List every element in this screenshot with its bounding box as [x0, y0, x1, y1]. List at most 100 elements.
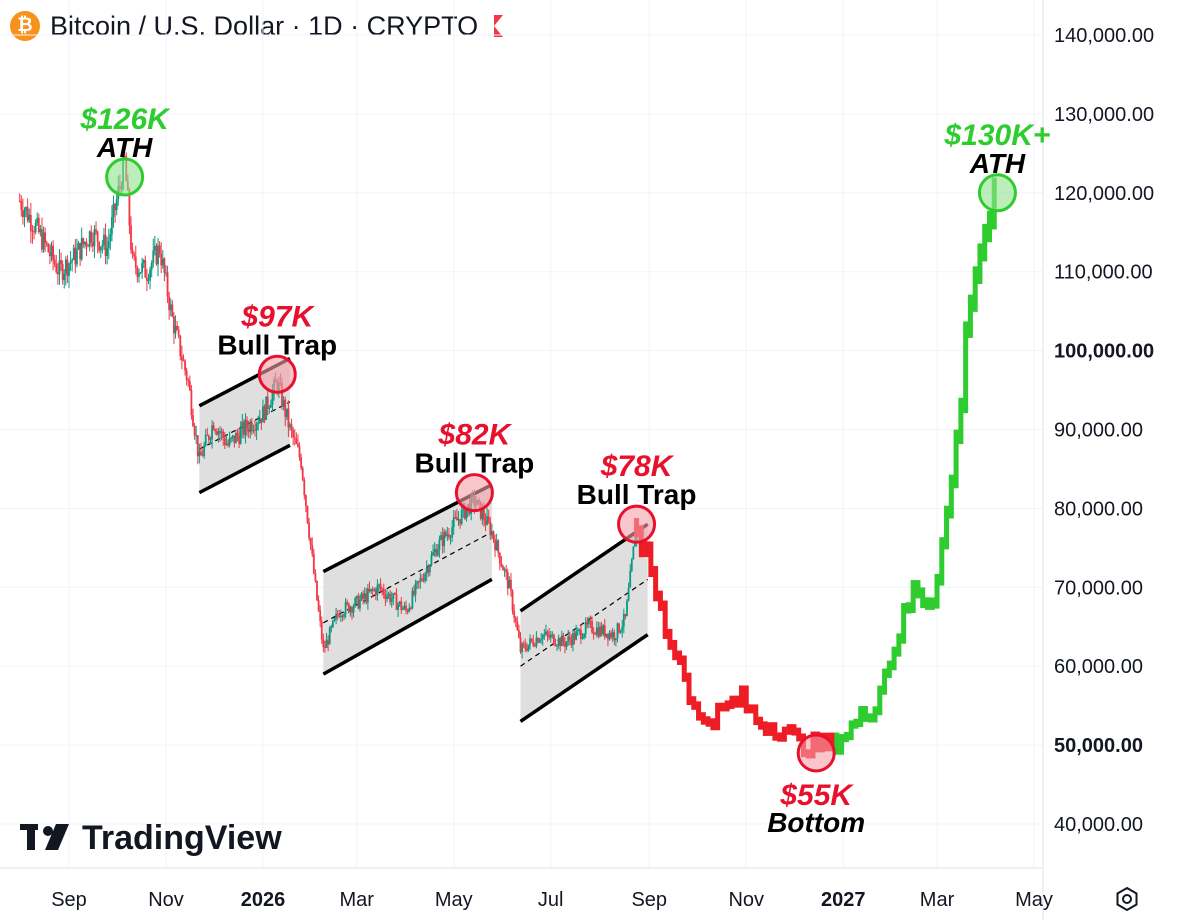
projection-bar — [762, 721, 768, 736]
candle — [304, 494, 307, 513]
candle-body — [341, 615, 344, 617]
candle-body — [497, 540, 500, 553]
candle — [347, 602, 350, 614]
candle — [573, 629, 576, 645]
candle — [602, 623, 605, 637]
candle — [366, 583, 369, 610]
candle — [134, 245, 137, 275]
candle-body — [376, 585, 379, 596]
candle — [147, 273, 150, 285]
projection-bar — [734, 695, 740, 708]
candle — [316, 580, 318, 602]
candle — [153, 235, 156, 256]
candle — [614, 637, 617, 647]
x-tick-label: May — [435, 889, 473, 911]
candle — [79, 242, 82, 266]
candle — [72, 244, 75, 261]
candle-body — [166, 272, 169, 297]
candle-body — [244, 420, 247, 435]
y-tick-label: 100,000.00 — [1054, 341, 1154, 363]
flag-icon[interactable] — [494, 15, 504, 37]
candle — [430, 551, 433, 567]
candle-body — [112, 203, 115, 217]
candle — [99, 246, 102, 259]
x-tick-label: Nov — [148, 889, 184, 911]
candle-body — [336, 613, 339, 616]
candle-body — [200, 451, 202, 456]
candle — [144, 255, 147, 278]
candle-body — [161, 258, 164, 266]
candle — [107, 229, 110, 260]
settings-icon[interactable] — [1114, 886, 1140, 912]
candle-body — [177, 329, 180, 336]
candle — [597, 621, 600, 639]
candle — [551, 631, 554, 639]
candle — [378, 583, 380, 592]
projection-bar — [729, 695, 735, 710]
candle — [591, 616, 593, 635]
candle — [52, 240, 55, 271]
candle — [160, 242, 163, 273]
candle — [18, 193, 21, 203]
candle-body — [68, 263, 70, 276]
tv-brand-text: TradingView — [82, 819, 282, 857]
candle-body — [157, 245, 159, 265]
candle-body — [416, 581, 419, 584]
candle-body — [349, 607, 352, 613]
candle-body — [556, 645, 558, 647]
candle-body — [549, 634, 552, 638]
projection-bar — [929, 597, 935, 610]
candle — [376, 579, 379, 601]
candle — [50, 241, 53, 262]
candle — [564, 637, 566, 654]
bitcoin-logo-icon: ₿ — [10, 11, 40, 41]
candle — [562, 632, 565, 647]
candle-body — [506, 572, 509, 589]
candle — [284, 396, 287, 427]
candle-body — [484, 520, 487, 525]
price-scale[interactable]: 40,000.00 50,000.00 60,000.00 70,000.00 80,0… — [1054, 25, 1154, 836]
candle-body — [231, 435, 234, 438]
channel-3[interactable] — [519, 522, 649, 723]
candle-body — [599, 626, 601, 637]
candle-body — [114, 203, 117, 211]
candle-body — [392, 593, 395, 599]
candle-body — [432, 552, 434, 556]
candle — [576, 627, 579, 636]
candle — [212, 421, 215, 431]
marker-6[interactable]: $130K+ATH — [943, 119, 1050, 213]
candle — [58, 249, 61, 285]
candle — [502, 564, 504, 571]
candle-body — [394, 593, 396, 595]
candle — [258, 409, 261, 424]
projection-bar — [686, 672, 692, 706]
candle-body — [90, 231, 93, 243]
candle-body — [66, 259, 69, 276]
candle-body — [613, 632, 616, 641]
candle — [158, 241, 161, 258]
candle — [45, 240, 48, 248]
trap-circle — [257, 354, 297, 394]
candle — [398, 600, 401, 607]
candle-body — [254, 429, 256, 431]
candle-body — [580, 629, 582, 639]
candle — [66, 255, 69, 284]
time-scale[interactable]: Sep Nov 2026 Mar May Jul Sep Nov 2027 Mar May — [51, 889, 1053, 911]
projection-bar — [958, 397, 964, 445]
candle-body — [581, 637, 584, 639]
tradingview-watermark[interactable]: TradingView — [20, 819, 282, 857]
candle — [228, 431, 231, 448]
candle — [265, 396, 268, 421]
candle — [621, 619, 624, 638]
candle-body — [49, 252, 51, 257]
candle — [630, 557, 633, 573]
candle — [603, 619, 606, 640]
candle-body — [101, 244, 104, 247]
candle-body — [433, 549, 436, 553]
